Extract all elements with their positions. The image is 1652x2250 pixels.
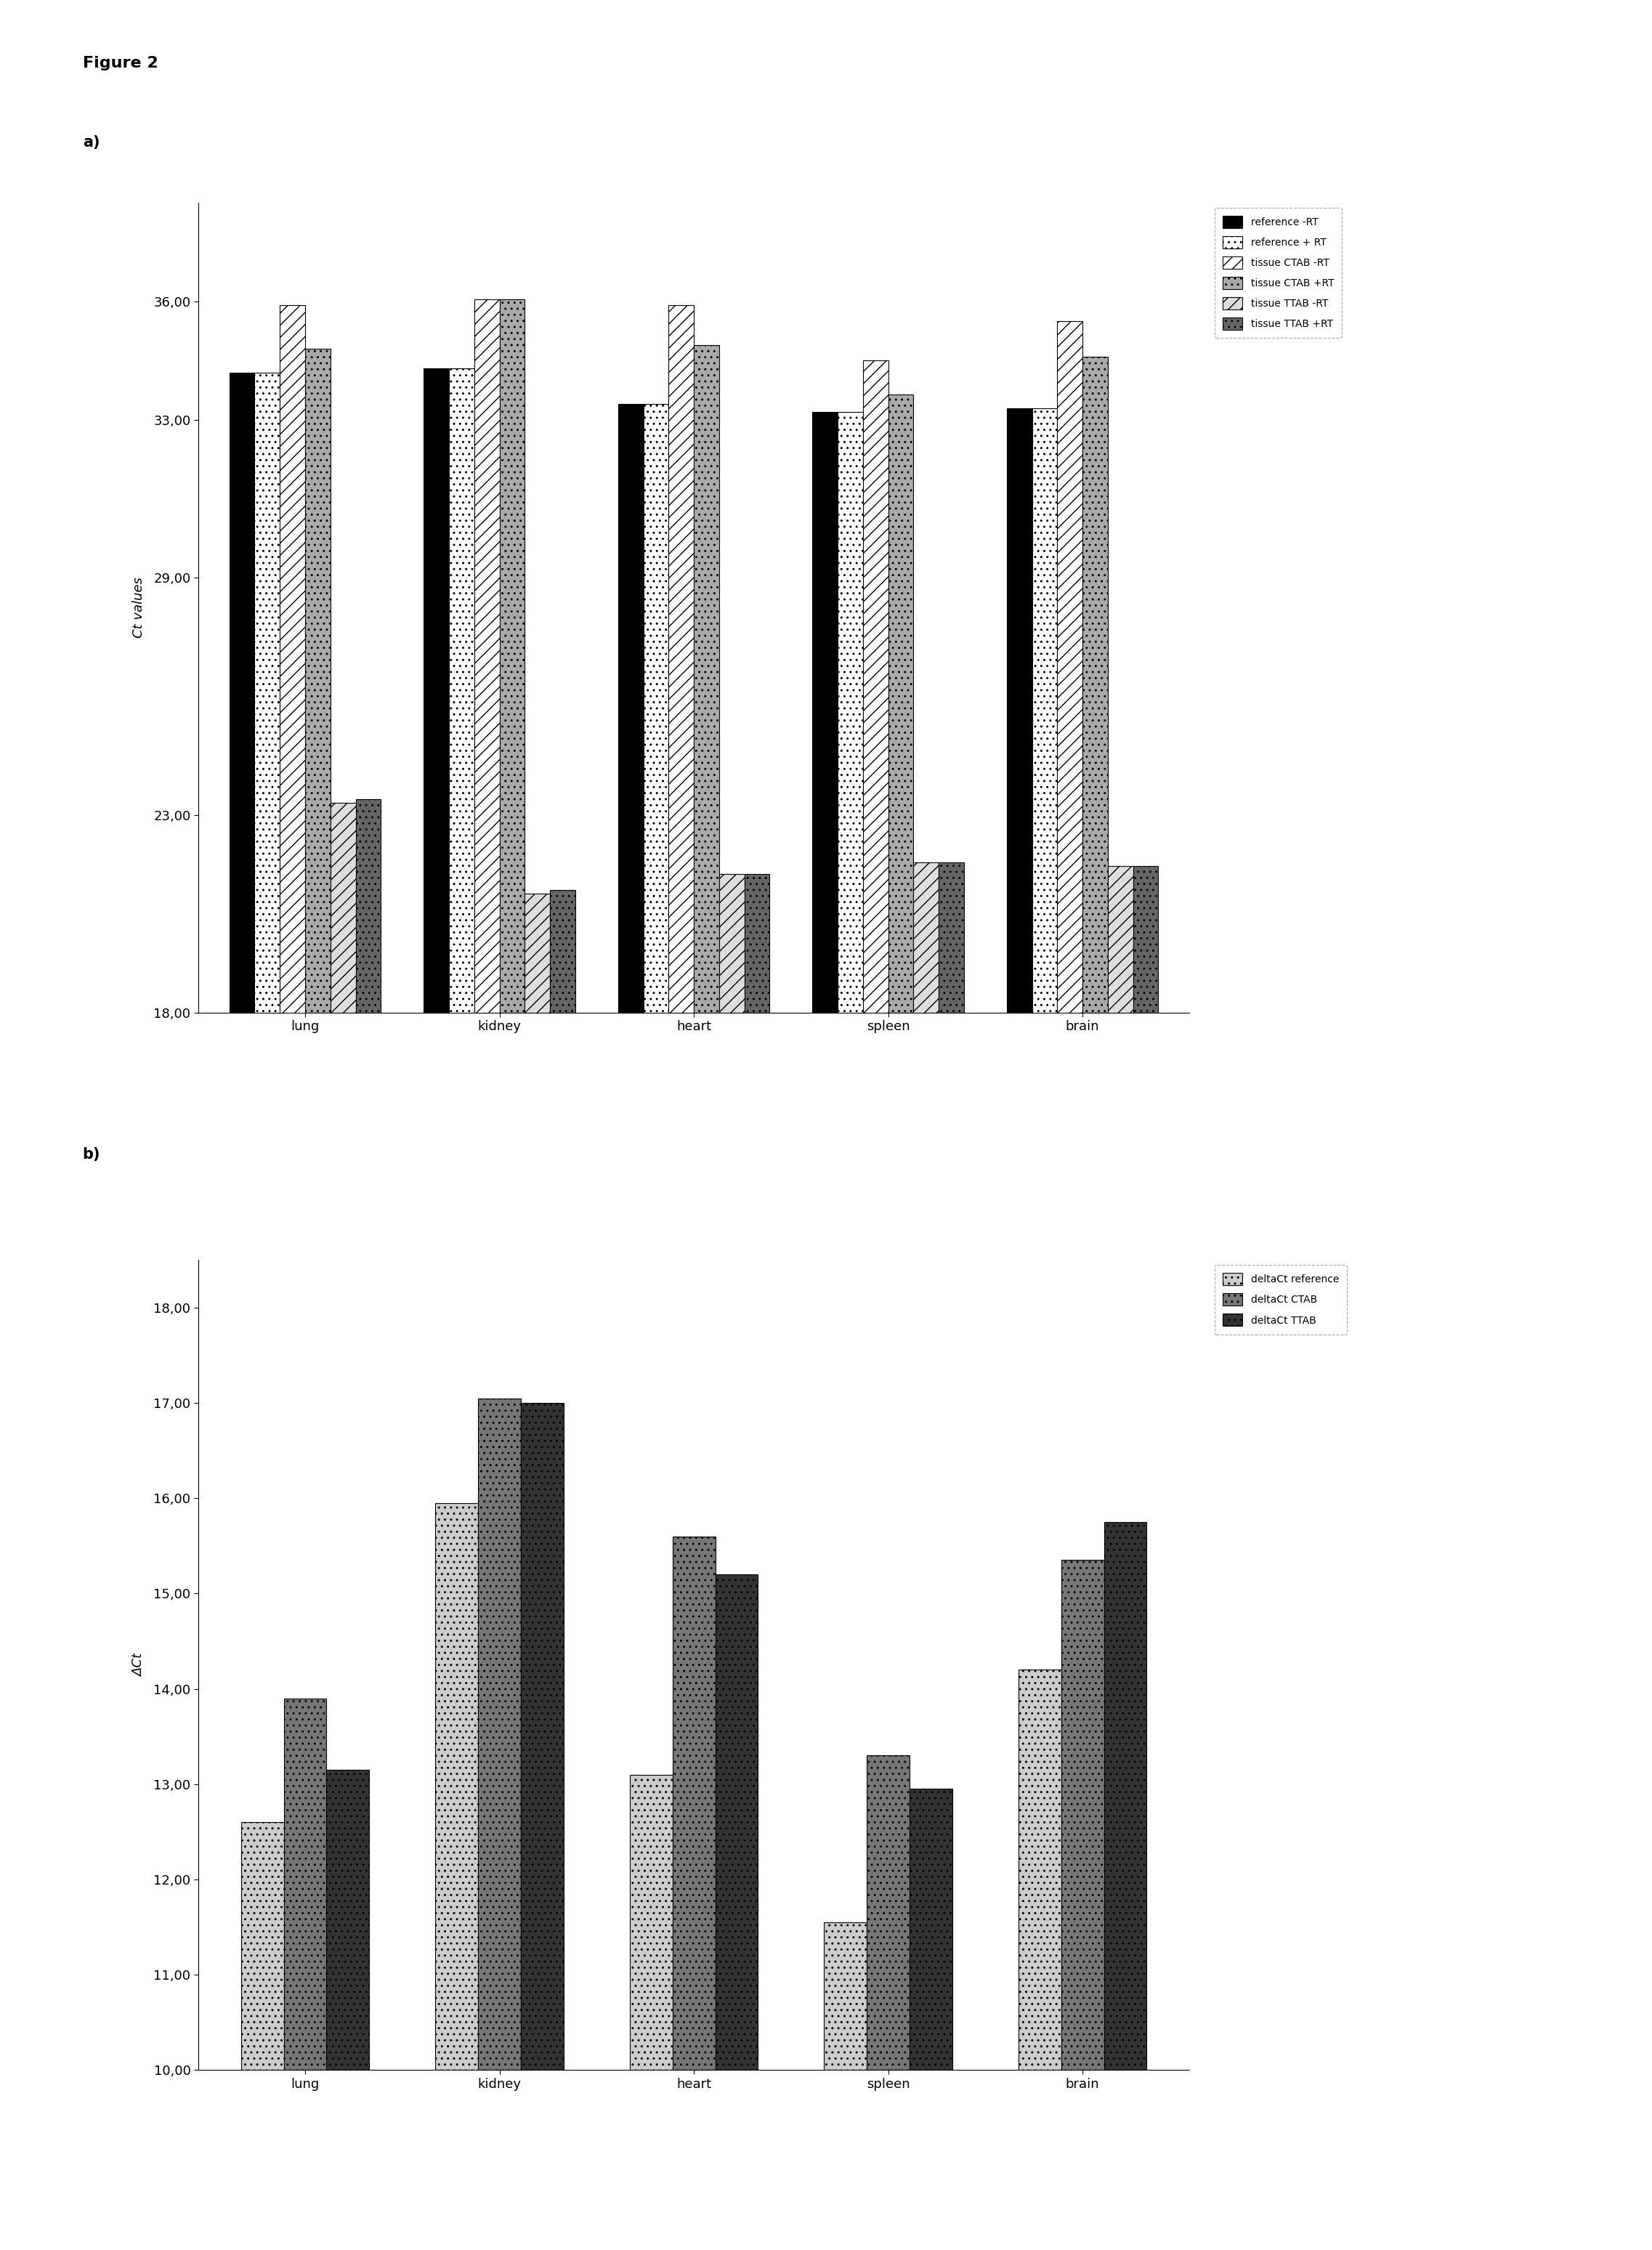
Bar bbox=[499, 299, 525, 1724]
Bar bbox=[862, 360, 889, 1724]
Bar bbox=[1133, 866, 1158, 1724]
Bar bbox=[1018, 1670, 1061, 2250]
Bar bbox=[910, 1789, 952, 2250]
Bar bbox=[643, 405, 669, 1724]
Text: a): a) bbox=[83, 135, 99, 148]
Bar bbox=[477, 1397, 520, 2250]
Bar bbox=[1032, 407, 1057, 1723]
Bar bbox=[1082, 356, 1108, 1723]
Bar bbox=[669, 306, 694, 1724]
Bar bbox=[449, 369, 474, 1724]
Bar bbox=[824, 1921, 867, 2250]
Text: Figure 2: Figure 2 bbox=[83, 56, 159, 70]
Bar bbox=[867, 1755, 910, 2250]
Bar bbox=[241, 1823, 284, 2250]
Bar bbox=[1061, 1559, 1104, 2250]
Y-axis label: ΔCt: ΔCt bbox=[132, 1654, 145, 1676]
Bar bbox=[813, 412, 838, 1723]
Text: b): b) bbox=[83, 1148, 101, 1161]
Legend: reference -RT, reference + RT, tissue CTAB -RT, tissue CTAB +RT, tissue TTAB -RT: reference -RT, reference + RT, tissue CT… bbox=[1214, 207, 1341, 337]
Bar bbox=[230, 374, 254, 1723]
Bar bbox=[327, 1771, 370, 2250]
Bar bbox=[306, 349, 330, 1724]
Bar bbox=[474, 299, 499, 1724]
Bar bbox=[279, 306, 306, 1724]
Bar bbox=[436, 1503, 477, 2250]
Bar bbox=[284, 1699, 327, 2250]
Bar bbox=[914, 862, 938, 1724]
Bar bbox=[838, 412, 862, 1723]
Bar bbox=[423, 369, 449, 1724]
Bar bbox=[719, 875, 745, 1723]
Bar bbox=[889, 394, 914, 1723]
Bar bbox=[1057, 322, 1082, 1724]
Bar bbox=[618, 405, 643, 1724]
Bar bbox=[629, 1775, 672, 2250]
Bar bbox=[1108, 866, 1133, 1724]
Bar bbox=[694, 344, 719, 1724]
Bar bbox=[520, 1404, 563, 2250]
Y-axis label: Ct values: Ct values bbox=[132, 576, 145, 639]
Bar bbox=[550, 891, 575, 1723]
Bar bbox=[355, 799, 382, 1724]
Legend: deltaCt reference, deltaCt CTAB, deltaCt TTAB: deltaCt reference, deltaCt CTAB, deltaCt… bbox=[1214, 1264, 1346, 1334]
Bar bbox=[745, 875, 770, 1723]
Bar bbox=[1006, 407, 1032, 1723]
Bar bbox=[525, 893, 550, 1723]
Bar bbox=[672, 1537, 715, 2250]
Bar bbox=[254, 374, 279, 1723]
Bar bbox=[330, 803, 355, 1723]
Bar bbox=[1104, 1521, 1146, 2250]
Bar bbox=[715, 1575, 758, 2250]
Bar bbox=[938, 862, 965, 1724]
